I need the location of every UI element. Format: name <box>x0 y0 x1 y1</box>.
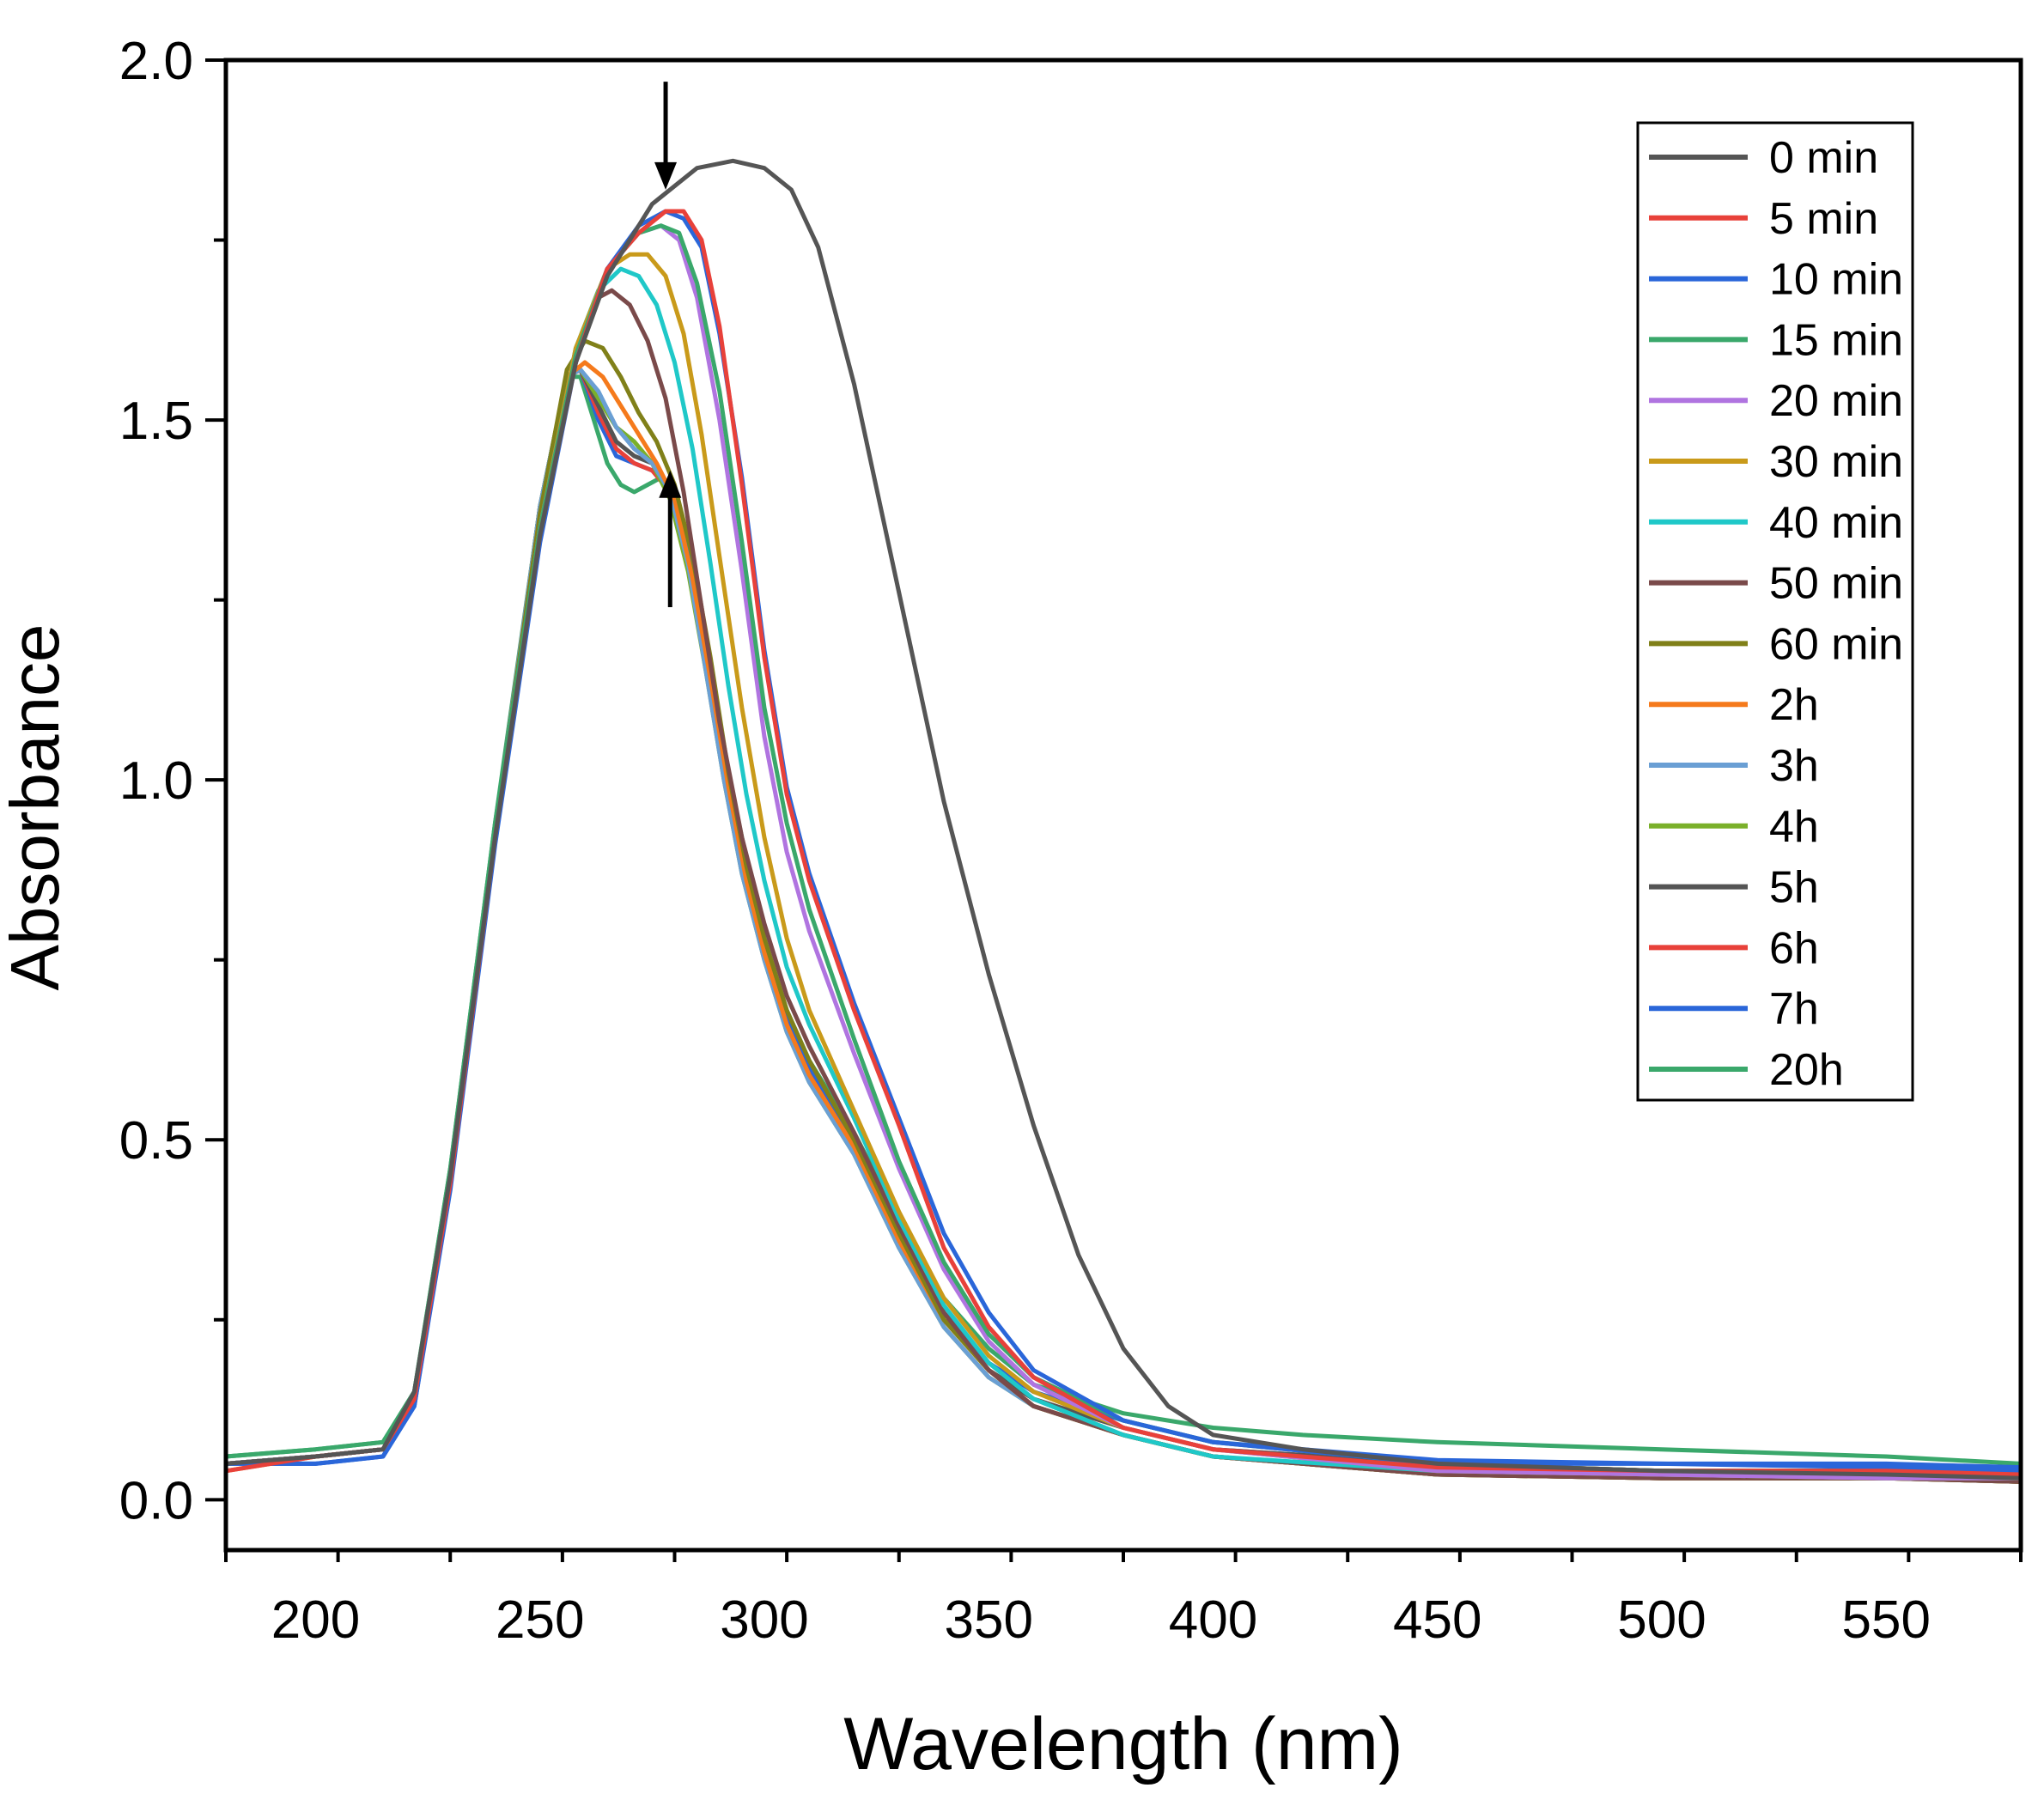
x-tick-label: 250 <box>496 1590 584 1650</box>
legend-item: 15 min <box>1649 315 1903 365</box>
series-line-0 <box>223 158 2023 1481</box>
y-tick-label: 2.0 <box>119 32 193 91</box>
legend-label: 15 min <box>1769 315 1903 365</box>
legend-label: 6h <box>1769 923 1819 973</box>
legend-label: 5 min <box>1769 194 1878 244</box>
legend-label: 3h <box>1769 741 1819 791</box>
series-layer <box>223 158 2023 1484</box>
legend-item: 20h <box>1649 1045 1844 1095</box>
legend-label: 50 min <box>1769 559 1903 609</box>
legend-item: 40 min <box>1649 498 1903 548</box>
x-tick-label: 300 <box>720 1590 808 1650</box>
legend-item: 5h <box>1649 863 1819 913</box>
legend-label: 7h <box>1769 984 1819 1034</box>
legend-item: 60 min <box>1649 619 1903 669</box>
legend-item: 3h <box>1649 741 1819 791</box>
x-tick-label: 200 <box>271 1590 360 1650</box>
x-tick-label: 350 <box>945 1590 1033 1650</box>
legend-label: 10 min <box>1769 255 1903 305</box>
legend-label: 2h <box>1769 680 1819 730</box>
legend-item: 2h <box>1649 680 1819 730</box>
arrow-annotation-down <box>654 82 678 190</box>
arrow-annotation-up <box>659 470 682 608</box>
legend-item: 20 min <box>1649 376 1903 426</box>
legend-label: 20 min <box>1769 376 1903 426</box>
x-tick-label: 400 <box>1169 1590 1257 1650</box>
y-tick-label: 1.0 <box>119 751 193 811</box>
legend-label: 0 min <box>1769 133 1878 183</box>
legend-label: 20h <box>1769 1045 1844 1095</box>
legend-label: 60 min <box>1769 619 1903 669</box>
legend-frame <box>1636 121 1914 1102</box>
y-axis: 0.0 0.5 1.0 1.5 2.0 <box>119 32 226 1530</box>
y-tick-label: 1.5 <box>119 392 193 451</box>
x-tick-label: 500 <box>1617 1590 1706 1650</box>
legend-item: 50 min <box>1649 559 1903 609</box>
legend-item: 30 min <box>1649 437 1903 487</box>
legend-item: 7h <box>1649 984 1819 1034</box>
y-tick-label: 0.0 <box>119 1471 193 1530</box>
legend-label: 4h <box>1769 802 1819 852</box>
legend-label: 30 min <box>1769 437 1903 487</box>
legend-item: 0 min <box>1649 133 1878 183</box>
legend-label: 5h <box>1769 863 1819 913</box>
x-tick-label: 550 <box>1842 1590 1931 1650</box>
legend-item: 4h <box>1649 802 1819 852</box>
legend: 0 min 5 min 10 min 15 min 20 min 30 min 40 min… <box>1636 121 1914 1102</box>
legend-item: 6h <box>1649 923 1819 973</box>
y-axis-title: Absorbance <box>0 624 73 991</box>
annotations <box>654 82 682 608</box>
x-axis-title: Wavelength (nm) <box>843 1703 1403 1785</box>
x-tick-label: 450 <box>1393 1590 1481 1650</box>
legend-item: 10 min <box>1649 255 1903 305</box>
legend-label: 40 min <box>1769 498 1903 548</box>
y-tick-label: 0.5 <box>119 1111 193 1171</box>
x-axis: 200 250 300 350 400 450 500 550 <box>224 1550 2023 1650</box>
legend-item: 5 min <box>1649 194 1878 244</box>
